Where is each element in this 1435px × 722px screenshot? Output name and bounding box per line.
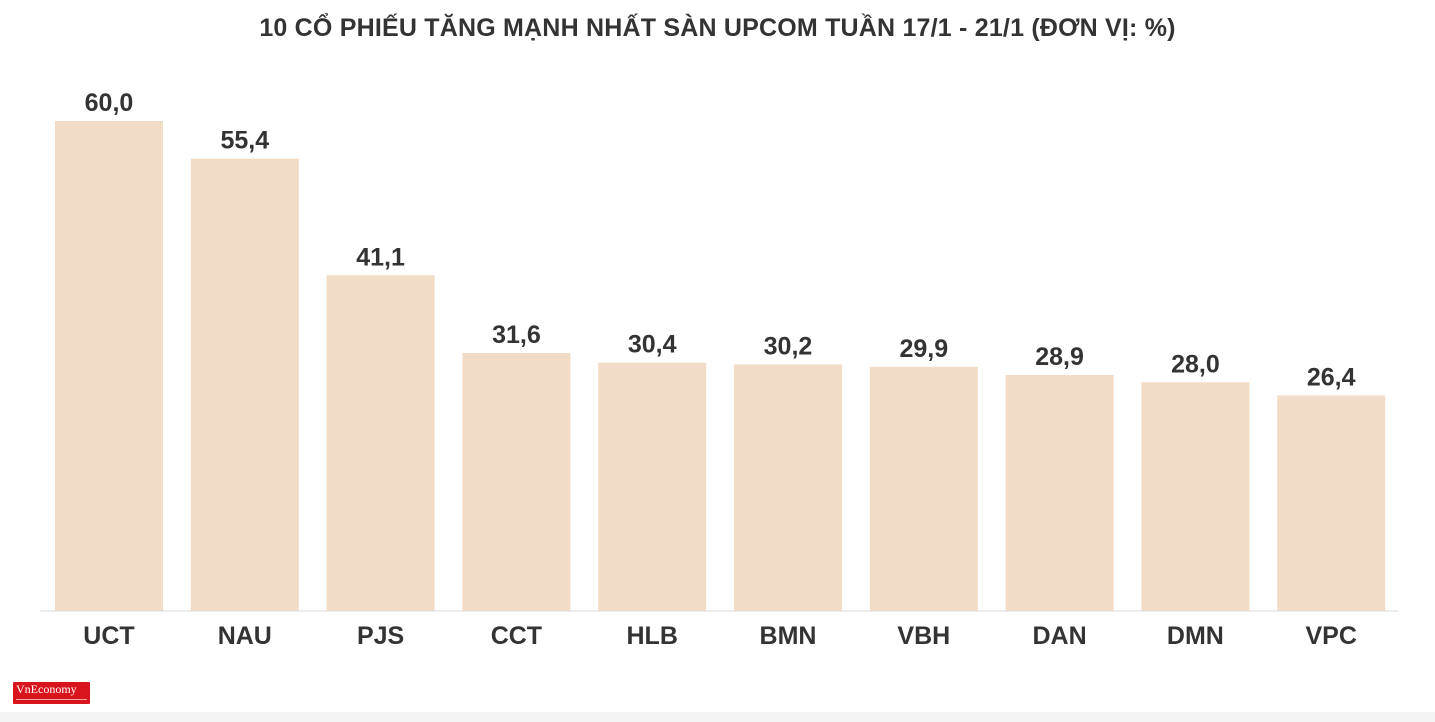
category-label-dmn: DMN [1167, 622, 1224, 650]
value-label-dmn: 28,0 [1171, 350, 1220, 378]
category-label-nau: NAU [218, 622, 272, 650]
bar-cct [462, 352, 571, 611]
value-label-bmn: 30,2 [764, 332, 813, 360]
category-label-uct: UCT [83, 622, 134, 650]
bar-pjs [326, 275, 435, 611]
value-label-cct: 31,6 [492, 321, 541, 349]
bar-bmn [734, 364, 842, 611]
bar-dan [1005, 375, 1114, 611]
value-label-nau: 55,4 [220, 127, 269, 155]
category-label-dan: DAN [1033, 622, 1087, 650]
category-label-hlb: HLB [627, 622, 678, 650]
category-label-pjs: PJS [357, 622, 404, 650]
vneconomy-logo: VnEconomy [13, 682, 90, 704]
logo-tagline-line [16, 699, 87, 700]
bar-vpc [1277, 395, 1386, 611]
value-label-hlb: 30,4 [628, 331, 677, 359]
value-label-dan: 28,9 [1035, 343, 1084, 371]
bar-dmn [1141, 382, 1250, 611]
bar-vbh [869, 366, 978, 611]
category-label-vpc: VPC [1305, 622, 1356, 650]
bar-uct [55, 121, 163, 611]
bar-nau [190, 158, 299, 611]
bar-hlb [598, 362, 707, 611]
logo-text: VnEconomy [16, 682, 77, 696]
bottom-strip [0, 712, 1435, 722]
value-label-uct: 60,0 [85, 89, 134, 117]
bars-group: 60,0 UCT 55,4 NAU 41,1 PJS 31,6 CCT 30,4 HLB 30,2 B… [55, 89, 1386, 650]
value-label-pjs: 41,1 [356, 243, 405, 271]
category-label-vbh: VBH [897, 622, 950, 650]
category-label-cct: CCT [491, 622, 542, 650]
value-label-vbh: 29,9 [899, 335, 948, 363]
category-label-bmn: BMN [760, 622, 817, 650]
value-label-vpc: 26,4 [1307, 363, 1356, 391]
chart-title: 10 CỔ PHIẾU TĂNG MẠNH NHẤT SÀN UPCOM TUẦ… [259, 14, 1176, 42]
